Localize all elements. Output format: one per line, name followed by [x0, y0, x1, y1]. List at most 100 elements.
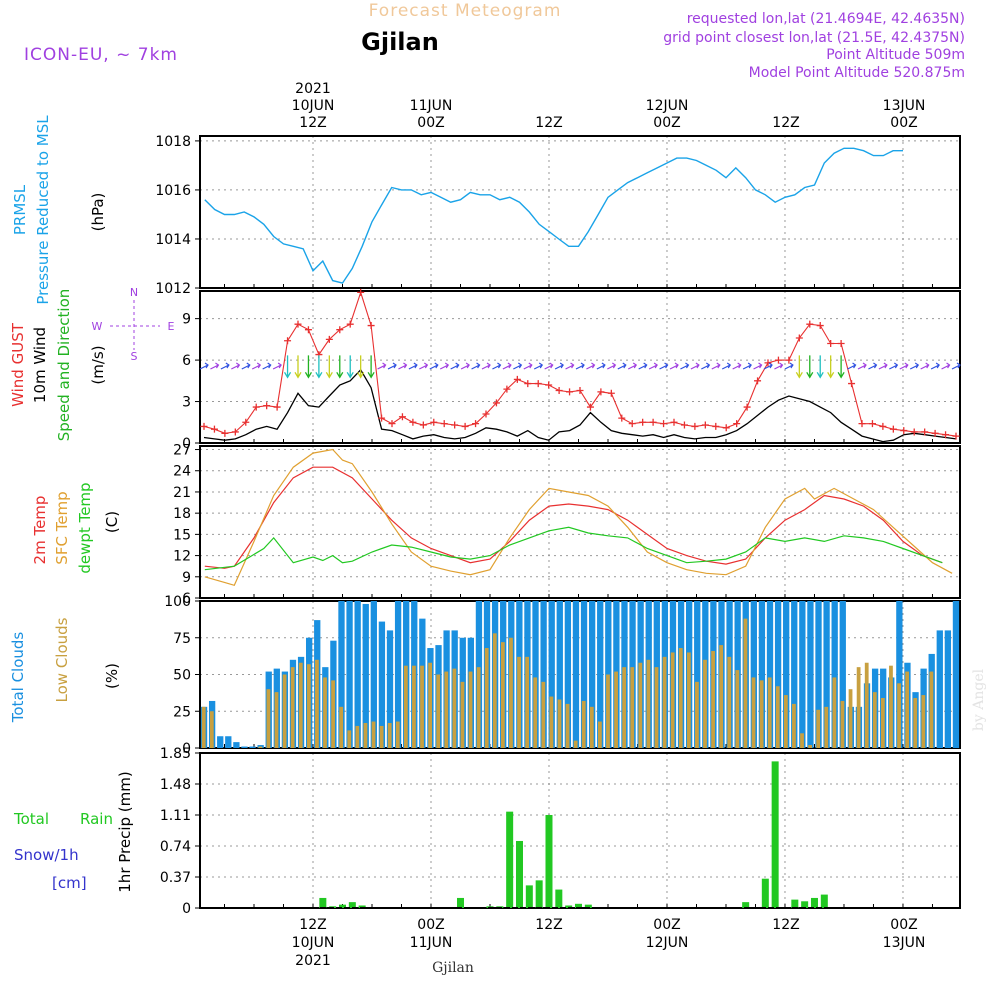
- bottom-hour-label: 00Z: [653, 917, 680, 933]
- gust-point-marker: [388, 420, 396, 428]
- wind-direction-arrow: [220, 362, 230, 370]
- low-clouds-bar: [549, 696, 554, 748]
- wind-direction-arrow: [763, 362, 773, 370]
- total-clouds-bar: [758, 601, 766, 748]
- top-time-axis: 2021 10JUN 12Z 11JUN 00Z 12Z 12JUN 00Z 1…: [292, 81, 926, 131]
- wind-direction-arrow: [732, 362, 742, 370]
- total-clouds-bar: [378, 621, 386, 748]
- gust-point-marker: [524, 380, 532, 388]
- panel-frame: [199, 290, 961, 444]
- wind-direction-arrow: [419, 362, 429, 370]
- y-tick-label: 1018: [155, 134, 191, 150]
- low-clouds-bar: [824, 706, 829, 748]
- panel-frame: [199, 135, 961, 289]
- low-clouds-bar: [880, 698, 885, 748]
- total-clouds-bar: [354, 601, 361, 748]
- wind-direction-arrow: [450, 362, 460, 370]
- y-tick-label: 27: [173, 443, 191, 459]
- rain-bar: [545, 815, 553, 908]
- low-clouds-bar: [606, 674, 610, 748]
- rain-bar: [525, 885, 533, 908]
- low-clouds-bar: [209, 711, 214, 748]
- y-tick-label: 12: [173, 549, 191, 565]
- wind-direction-arrow: [847, 362, 857, 370]
- rain-bar: [820, 894, 828, 908]
- gust-point-marker: [451, 421, 459, 429]
- y-tick-label: 0.37: [160, 870, 191, 886]
- gust-point-marker: [252, 403, 260, 411]
- y-tick-label: 24: [173, 464, 191, 480]
- total-clouds-bar: [386, 630, 394, 748]
- panel-frame: [199, 600, 961, 749]
- total-clouds-bar: [572, 601, 580, 748]
- gust-point-marker: [513, 375, 521, 383]
- wind-direction-arrow: [272, 362, 282, 370]
- wind-direction-arrow: [398, 362, 408, 370]
- gust-point-marker: [952, 432, 960, 440]
- low-clouds-bar: [541, 681, 546, 748]
- total-clouds-bar: [394, 601, 402, 748]
- low-clouds-bar: [315, 659, 319, 748]
- low-clouds-bar: [832, 677, 837, 748]
- gust-point-marker: [764, 359, 772, 367]
- low-clouds-bar: [476, 667, 481, 748]
- gust-point-marker: [273, 403, 281, 411]
- wind-direction-arrow: [294, 355, 302, 379]
- low-clouds-bar: [403, 665, 408, 748]
- total-clouds-bar: [783, 601, 790, 748]
- low-clouds-bar: [856, 667, 861, 748]
- gust-point-marker: [649, 418, 657, 426]
- low-clouds-bar: [808, 745, 813, 748]
- low-clouds-bar: [581, 700, 586, 748]
- low-clouds-bar: [598, 721, 602, 748]
- compass-rose: W E N S: [92, 286, 175, 363]
- low-clouds-bar: [654, 667, 659, 748]
- footer-location: Gjilan: [432, 960, 474, 976]
- gust-point-marker: [889, 425, 897, 433]
- low-clouds-bar: [323, 677, 327, 748]
- gust-point-marker: [712, 422, 720, 430]
- wind-direction-arrow: [784, 362, 794, 370]
- gust-point-marker: [733, 420, 741, 428]
- total-clouds-bar: [839, 601, 846, 748]
- wind-direction-arrow: [251, 362, 262, 370]
- bottom-year-label: 2021: [295, 953, 331, 969]
- panel-frame: [199, 445, 961, 599]
- wind-direction-arrow: [346, 355, 354, 379]
- panel-frame: [199, 752, 961, 909]
- bottom-day-label: 11JUN: [410, 935, 453, 951]
- wind-direction-arrow: [909, 362, 920, 370]
- y-tick-label: 9: [182, 312, 191, 328]
- wind-direction-arrow: [533, 362, 544, 370]
- gust-point-marker: [534, 380, 542, 388]
- total-clouds-bar: [952, 601, 960, 748]
- low-clouds-bar: [339, 706, 344, 748]
- wind-direction-arrow: [492, 362, 502, 370]
- gust-point-marker: [597, 388, 605, 396]
- wind-direction-arrow: [889, 362, 899, 370]
- low-clouds-bar: [678, 648, 683, 748]
- gust-point-marker: [409, 418, 417, 426]
- gust-point-marker: [795, 334, 803, 342]
- y-tick-label: 0: [182, 741, 191, 757]
- y-tick-label: 50: [173, 668, 191, 684]
- model-label: ICON-EU, ~ 7km: [24, 45, 178, 65]
- wind-direction-arrow: [857, 362, 867, 370]
- bottom-time-axis: 12Z 10JUN 2021 00Z 11JUN 12Z 00Z 12JUN 1…: [292, 917, 926, 969]
- y-tick-label: 1014: [155, 232, 191, 248]
- y-tick-label: 0.74: [160, 839, 191, 855]
- total-clouds-bar: [815, 601, 822, 748]
- total-clouds-bar: [694, 601, 701, 748]
- gust-point-marker: [482, 410, 490, 418]
- gust-point-marker: [336, 326, 344, 334]
- compass-west: W: [92, 320, 103, 333]
- low-clouds-bar: [557, 699, 562, 748]
- wind-direction-arrow: [868, 362, 878, 370]
- wind-direction-arrow: [357, 355, 365, 379]
- snow-legend: Snow/1h: [14, 846, 79, 864]
- y-tick-label: 1016: [155, 183, 191, 199]
- total-clouds-bar: [580, 601, 588, 748]
- rain-bar: [506, 811, 514, 908]
- gust-point-marker: [430, 418, 438, 426]
